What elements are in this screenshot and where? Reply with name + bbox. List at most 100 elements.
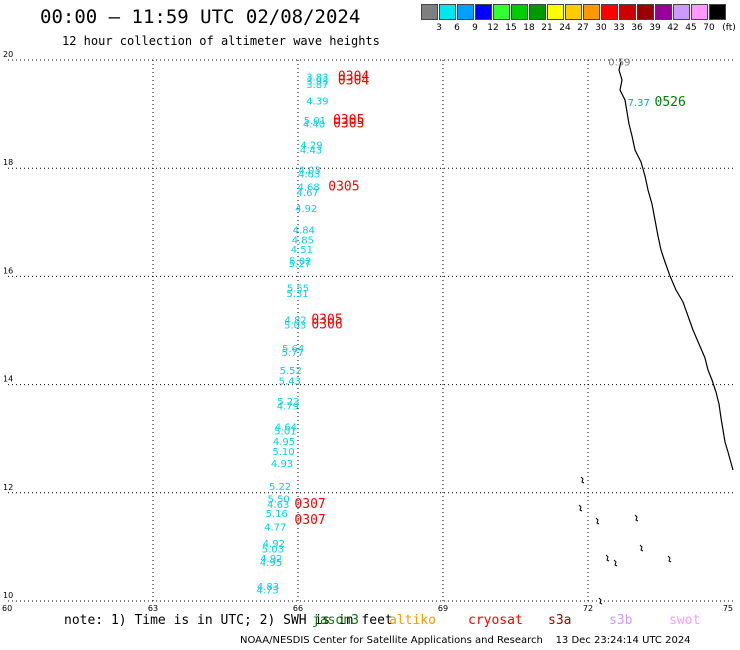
y-tick-label: 14 [3, 375, 13, 384]
satellite-s3b: s3b [609, 613, 633, 628]
swh-value: 3.83 [306, 73, 328, 84]
legend-swatch [511, 4, 528, 20]
island-mark [580, 476, 585, 484]
swh-value: 4.40 [303, 120, 325, 131]
legend-label: 42 [667, 23, 679, 33]
legend-swatch [691, 4, 708, 20]
legend-swatch [475, 4, 492, 20]
legend-swatch [583, 4, 600, 20]
footer-note: note: 1) Time is in UTC; 2) SWH is in fe… [64, 613, 393, 628]
swh-value: 4.95 [260, 558, 282, 569]
pass-time: 0305 [328, 179, 359, 194]
pass-time: 0307 [294, 497, 325, 512]
y-tick-label: 16 [3, 266, 13, 275]
satellite-cryosat: cryosat [468, 613, 523, 628]
pass-time: 0304 [338, 73, 369, 88]
swh-value: 5.43 [279, 377, 301, 388]
swh-value: 4.63 [298, 169, 320, 180]
swh-value: 4.73 [256, 585, 278, 596]
legend-swatch [709, 4, 726, 20]
satellite-s3a: s3a [548, 613, 572, 628]
swh-value: 4.63 [267, 500, 289, 511]
swh-values: 3.833.933.874.395.014.404.294.434.034.63… [256, 57, 649, 596]
swh-value: 4.85 [292, 235, 314, 246]
swh-value: 5.16 [266, 509, 288, 520]
axis-ticks: 60 63 66 69 72 75 10 12 14 16 18 20 [2, 50, 733, 613]
swh-value: 5.10 [272, 447, 294, 458]
pass-time: 0304 [338, 70, 369, 85]
x-tick-label: 69 [438, 604, 448, 613]
x-tick-label: 72 [583, 604, 593, 613]
swh-value: 4.82 [284, 315, 306, 326]
swh-value: 5.01 [304, 116, 326, 127]
swh-value: 5.23 [277, 397, 299, 408]
legend-swatch [421, 4, 438, 20]
swh-value: 4.95 [273, 437, 295, 448]
legend-label: 12 [487, 23, 499, 33]
island-mark [595, 517, 600, 525]
legend-swatch [493, 4, 510, 20]
map-subtitle: 12 hour collection of altimeter wave hei… [62, 34, 380, 48]
legend-label: 45 [685, 23, 697, 33]
swh-value: 5.31 [286, 289, 308, 300]
y-tick-label: 10 [3, 591, 13, 600]
x-tick-label: 75 [723, 604, 733, 613]
legend-swatch [529, 4, 546, 20]
swh-value: 4.29 [300, 141, 322, 152]
x-tick-label: 66 [293, 604, 303, 613]
island-mark [578, 504, 583, 512]
coastline [578, 61, 734, 605]
swh-value: 4.68 [298, 182, 320, 193]
swh-value: 4.93 [271, 459, 293, 470]
swh-value: 4.03 [298, 166, 320, 177]
legend-swatch [547, 4, 564, 20]
map-grid [8, 59, 733, 602]
island-mark [667, 555, 672, 563]
y-tick-label: 12 [3, 483, 13, 492]
island-mark [613, 559, 618, 567]
swh-value: 4.83 [257, 582, 279, 593]
swh-value: 5.27 [289, 259, 311, 270]
pass-time: 0307 [294, 513, 325, 528]
swh-value: 5.03 [284, 320, 306, 331]
swh-value: 4.84 [293, 226, 315, 237]
swh-value: 5.01 [274, 426, 296, 437]
satellite-swot: swot [669, 613, 701, 628]
swh-value: 5.02 [289, 256, 311, 267]
swh-value: 0.59 [608, 57, 630, 68]
swh-value: 5.55 [287, 284, 309, 295]
swh-value: 4.77 [264, 523, 286, 534]
swh-value: 4.92 [260, 554, 282, 565]
swh-value: 4.92 [295, 204, 317, 215]
swh-value: 4.64 [275, 423, 297, 434]
legend-label: 33 [613, 23, 625, 33]
x-tick-label: 60 [2, 604, 12, 613]
legend-label: 3 [436, 23, 442, 33]
pass-time: 0305 [311, 312, 342, 327]
legend-swatch [601, 4, 618, 20]
island-mark [598, 597, 603, 605]
legend-label: 15 [505, 23, 517, 33]
swh-value: 4.67 [297, 188, 319, 199]
satellite-altiko: altiko [389, 613, 436, 628]
legend-label: 21 [541, 23, 553, 33]
island-mark [639, 544, 644, 552]
legend-swatch [619, 4, 636, 20]
map-title: 00:00 – 11:59 UTC 02/08/2024 [40, 6, 361, 28]
swh-value: 5.22 [269, 482, 291, 493]
y-tick-label: 18 [3, 158, 13, 167]
swh-value: 3.93 [306, 76, 328, 87]
satellite-jason3: jason3 [312, 613, 359, 628]
swh-value: 7.37 [628, 98, 650, 109]
legend-label: 24 [559, 23, 571, 33]
legend-label: 30 [595, 23, 607, 33]
x-tick-label: 63 [148, 604, 158, 613]
footer-credit: NOAA/NESDIS Center for Satellite Applica… [240, 635, 691, 646]
pass-time: 0305 [333, 113, 364, 128]
legend-label: 27 [577, 23, 589, 33]
coastline-path [618, 61, 734, 471]
swh-value: 4.79 [277, 401, 299, 412]
legend-swatch [457, 4, 474, 20]
